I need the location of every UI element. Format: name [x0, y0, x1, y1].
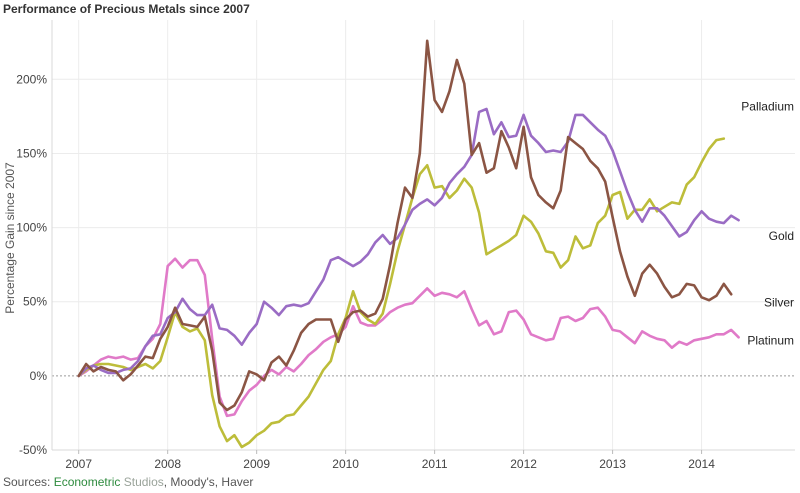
x-tick-label: 2007 — [65, 457, 92, 471]
sources-econometric: Econometric — [53, 475, 121, 489]
y-tick-label: 100% — [16, 221, 47, 235]
y-tick-label: 150% — [16, 146, 47, 160]
x-tick-label: 2014 — [688, 457, 715, 471]
y-tick-label: 200% — [16, 72, 47, 86]
series-line-platinum — [77, 257, 740, 418]
sources-studios: Studios — [120, 475, 164, 489]
x-tick-label: 2010 — [332, 457, 359, 471]
series-line-gold — [77, 107, 740, 378]
grid-lines — [52, 20, 795, 451]
chart-title: Performance of Precious Metals since 200… — [3, 2, 250, 16]
y-axis-label: Percentage Gain since 2007 — [3, 162, 17, 314]
x-tick-label: 2009 — [243, 457, 270, 471]
series-line-palladium — [77, 137, 726, 449]
x-tick-label: 2012 — [510, 457, 537, 471]
series-label-gold: Gold — [769, 229, 794, 243]
series-label-platinum: Platinum — [747, 333, 794, 347]
y-tick-label: -50% — [19, 443, 47, 457]
x-tick-label: 2008 — [154, 457, 181, 471]
axes: -50% 0% 50% 100% 150% 200% 2007 2008 2009 2010 201… — [16, 20, 795, 471]
x-tick-label: 2011 — [422, 457, 448, 471]
x-tick-label: 2013 — [599, 457, 626, 471]
series-label-silver: Silver — [764, 295, 794, 309]
sources-rest: , Moody's, Haver — [163, 475, 254, 489]
y-tick-label: 50% — [23, 295, 47, 309]
sources-note: Sources: Econometric Studios, Moody's, H… — [3, 475, 253, 489]
series-end-labels: Palladium Gold Silver Platinum — [741, 100, 794, 348]
y-tick-label: 0% — [30, 369, 48, 383]
series-label-palladium: Palladium — [741, 100, 794, 114]
series-lines — [77, 39, 740, 449]
series-line-silver — [77, 39, 733, 412]
sources-prefix: Sources: — [3, 475, 54, 489]
